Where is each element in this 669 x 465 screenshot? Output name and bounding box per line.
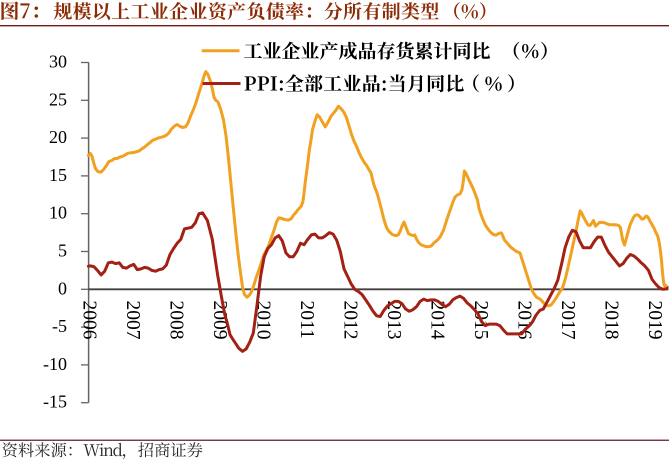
svg-text:2014: 2014	[426, 301, 447, 340]
svg-text:5: 5	[58, 241, 67, 261]
svg-text:-5: -5	[52, 316, 67, 336]
svg-text:-10: -10	[43, 354, 67, 374]
svg-text:15: 15	[49, 165, 67, 185]
svg-text:2019: 2019	[644, 301, 665, 340]
svg-text:2006: 2006	[78, 301, 99, 340]
svg-text:2013: 2013	[383, 301, 404, 340]
svg-text:-15: -15	[43, 392, 67, 412]
svg-text:2011: 2011	[296, 301, 317, 339]
svg-text:0: 0	[58, 278, 67, 298]
svg-text:2018: 2018	[600, 301, 621, 340]
svg-text:10: 10	[49, 203, 67, 223]
svg-text:2007: 2007	[122, 301, 143, 340]
svg-text:25: 25	[49, 89, 67, 109]
svg-text:2008: 2008	[165, 301, 186, 340]
svg-text:2017: 2017	[557, 301, 578, 340]
svg-text:20: 20	[49, 127, 67, 147]
svg-text:30: 30	[49, 52, 67, 72]
svg-text:2012: 2012	[339, 301, 360, 340]
svg-text:2016: 2016	[513, 301, 534, 340]
